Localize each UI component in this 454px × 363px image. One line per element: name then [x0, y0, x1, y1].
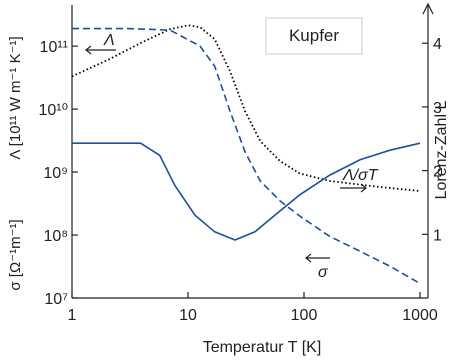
line [72, 27, 421, 285]
y-tick-label: 10¹⁰ [38, 102, 68, 119]
series-label: Λ/σT [342, 167, 379, 184]
y-tick-label: 10⁷ [44, 291, 68, 308]
annotation-box [265, 17, 363, 55]
line [72, 142, 421, 241]
axis-arrow [422, 2, 434, 15]
y2-tick-label: 2 [433, 164, 442, 181]
y-axis-label: Λ [10¹¹ W m⁻¹ K⁻¹] [7, 36, 24, 159]
x-axis-label: Temperatur T [K] [203, 339, 322, 356]
y-tick-label: 10⁸ [43, 228, 68, 245]
y2-tick-label: 4 [433, 36, 442, 53]
label-arrow [85, 45, 116, 55]
y-tick-label: 10⁹ [43, 165, 68, 182]
y2-tick-label: 3 [433, 100, 442, 117]
x-tick-label: 10 [179, 307, 197, 324]
x-tick-label: 1 [68, 307, 77, 324]
series-label: σ [318, 264, 329, 281]
x-tick-label: 100 [291, 307, 318, 324]
x-tick-label: 1000 [402, 307, 438, 324]
y2-tick-label: 1 [433, 227, 442, 244]
label-arrow [340, 183, 367, 193]
series-label: Λ [103, 32, 115, 49]
label-arrow [305, 253, 330, 263]
y-axis-label: σ [Ω⁻¹m⁻¹] [7, 219, 24, 290]
y-tick-label: 10¹¹ [40, 39, 68, 56]
annotation: Kupfer [289, 26, 339, 45]
y2-axis-label: Lorenz-Zahl L [433, 101, 450, 200]
